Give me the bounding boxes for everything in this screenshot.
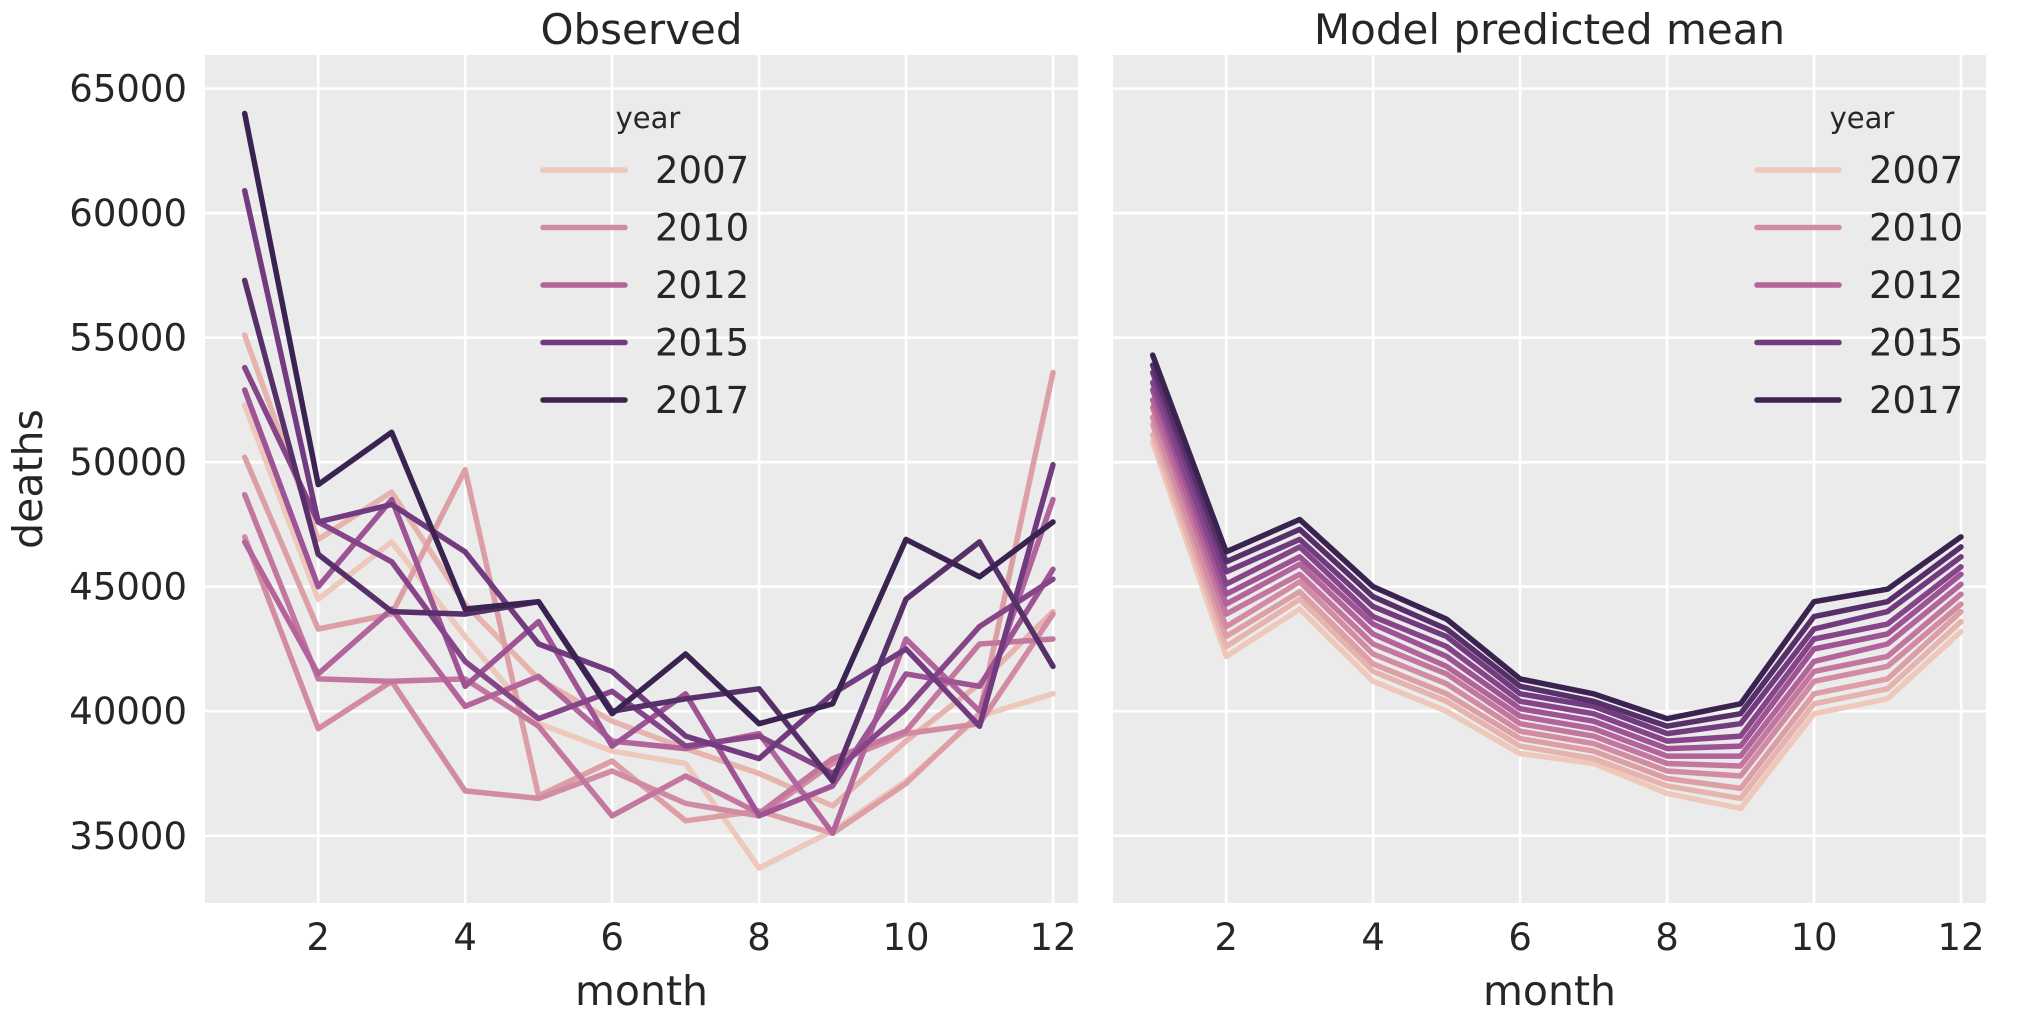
series-line-2012 [1149, 397, 1964, 759]
y-tick-label: 65000 [69, 68, 187, 111]
series-line-2013 [1149, 387, 1964, 752]
panel-observed: Observed 2 4 6 8 10 12 month 35000 40000 45000 5000… [4, 5, 1078, 1015]
y-tick-label: 45000 [69, 566, 187, 609]
series-line-2016 [1149, 362, 1964, 729]
series-line-2012 [241, 496, 1056, 837]
x-tick-label: 4 [1361, 916, 1385, 959]
y-axis-label: deaths [4, 409, 52, 549]
legend: year 2007 2010 2012 2015 2017 [540, 101, 749, 422]
legend-label-2010: 2010 [655, 207, 749, 250]
series-line-2010 [1149, 414, 1964, 779]
x-tick-label: 10 [1790, 916, 1837, 959]
legend: year 2007 2010 2012 2015 2017 [1754, 101, 1963, 422]
series-line-2016 [241, 277, 1056, 784]
series-line-2010 [241, 534, 1056, 819]
x-tick-label: 6 [1508, 916, 1532, 959]
x-tick-label: 12 [1937, 916, 1984, 959]
x-axis-label: month [575, 967, 708, 1015]
series-line-2011 [1149, 404, 1964, 769]
legend-label-2007: 2007 [1869, 149, 1963, 192]
legend-label-2017: 2017 [655, 379, 749, 422]
series-line-2011 [241, 491, 1056, 819]
y-tick-label: 50000 [69, 441, 187, 484]
legend-title: year [1830, 101, 1895, 135]
plot-area [1113, 55, 1986, 903]
x-axis-label: month [1483, 967, 1616, 1015]
series-line-2014 [1149, 379, 1964, 744]
panel-predicted: Model predicted mean 2 4 6 8 10 12 month year 200… [1113, 5, 1986, 1015]
x-tick-label: 6 [600, 916, 624, 959]
x-tick-label: 8 [747, 916, 771, 959]
legend-label-2007: 2007 [655, 149, 749, 192]
x-tick-label: 8 [1655, 916, 1679, 959]
x-tick-label: 2 [1214, 916, 1238, 959]
panel-title: Observed [540, 5, 742, 54]
plot-area [205, 55, 1078, 903]
legend-label-2015: 2015 [655, 322, 749, 365]
y-tick-label: 35000 [69, 815, 187, 858]
y-tick-label: 55000 [69, 317, 187, 360]
y-tick-label: 60000 [69, 192, 187, 235]
series-line-2014 [241, 364, 1056, 777]
series-line-2008 [1149, 432, 1964, 802]
x-tick-label: 4 [453, 916, 477, 959]
y-tick-label: 40000 [69, 690, 187, 733]
x-tick-label: 12 [1029, 916, 1076, 959]
legend-label-2012: 2012 [655, 264, 749, 307]
legend-label-2012: 2012 [1869, 264, 1963, 307]
x-tick-label: 2 [306, 916, 330, 959]
series-line-2017 [241, 110, 1056, 727]
legend-label-2015: 2015 [1869, 322, 1963, 365]
series-line-2017 [1149, 352, 1964, 722]
panel-title: Model predicted mean [1314, 5, 1785, 54]
legend-title: year [616, 101, 681, 135]
x-tick-label: 10 [882, 916, 929, 959]
legend-label-2017: 2017 [1869, 379, 1963, 422]
series-line-2015 [1149, 369, 1964, 737]
series-line-2007 [1149, 439, 1964, 812]
series-line-2009 [1149, 422, 1964, 792]
legend-label-2010: 2010 [1869, 207, 1963, 250]
